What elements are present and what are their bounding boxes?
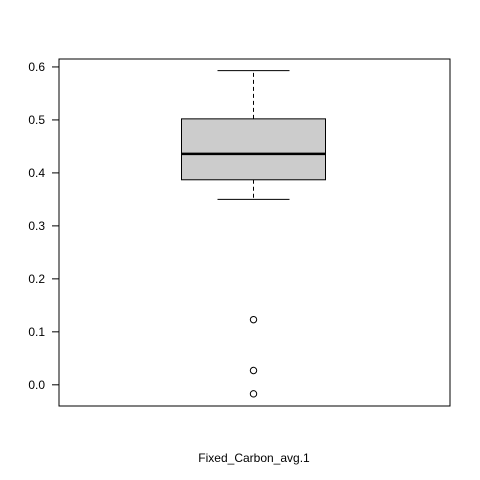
plot-frame (58, 58, 451, 407)
outlier-point (249, 390, 258, 398)
y-tick-label: 0.3 (28, 219, 45, 233)
y-tick-label: 0.4 (28, 166, 45, 180)
y-tick-label: 0.2 (28, 272, 45, 286)
y-tick-label: 0.1 (28, 325, 45, 339)
outlier-point (249, 315, 258, 324)
y-tick-label: 0.5 (28, 113, 45, 127)
box-group (181, 70, 326, 398)
y-tick-label: 0.0 (28, 378, 45, 392)
outlier-point (249, 366, 258, 375)
x-axis-label: Fixed_Carbon_avg.1 (198, 451, 310, 465)
y-axis: 0.0 0.1 0.2 0.3 0.4 0.5 0.6 (28, 60, 59, 392)
y-tick-label: 0.6 (28, 60, 45, 74)
box-iqr (181, 118, 326, 181)
